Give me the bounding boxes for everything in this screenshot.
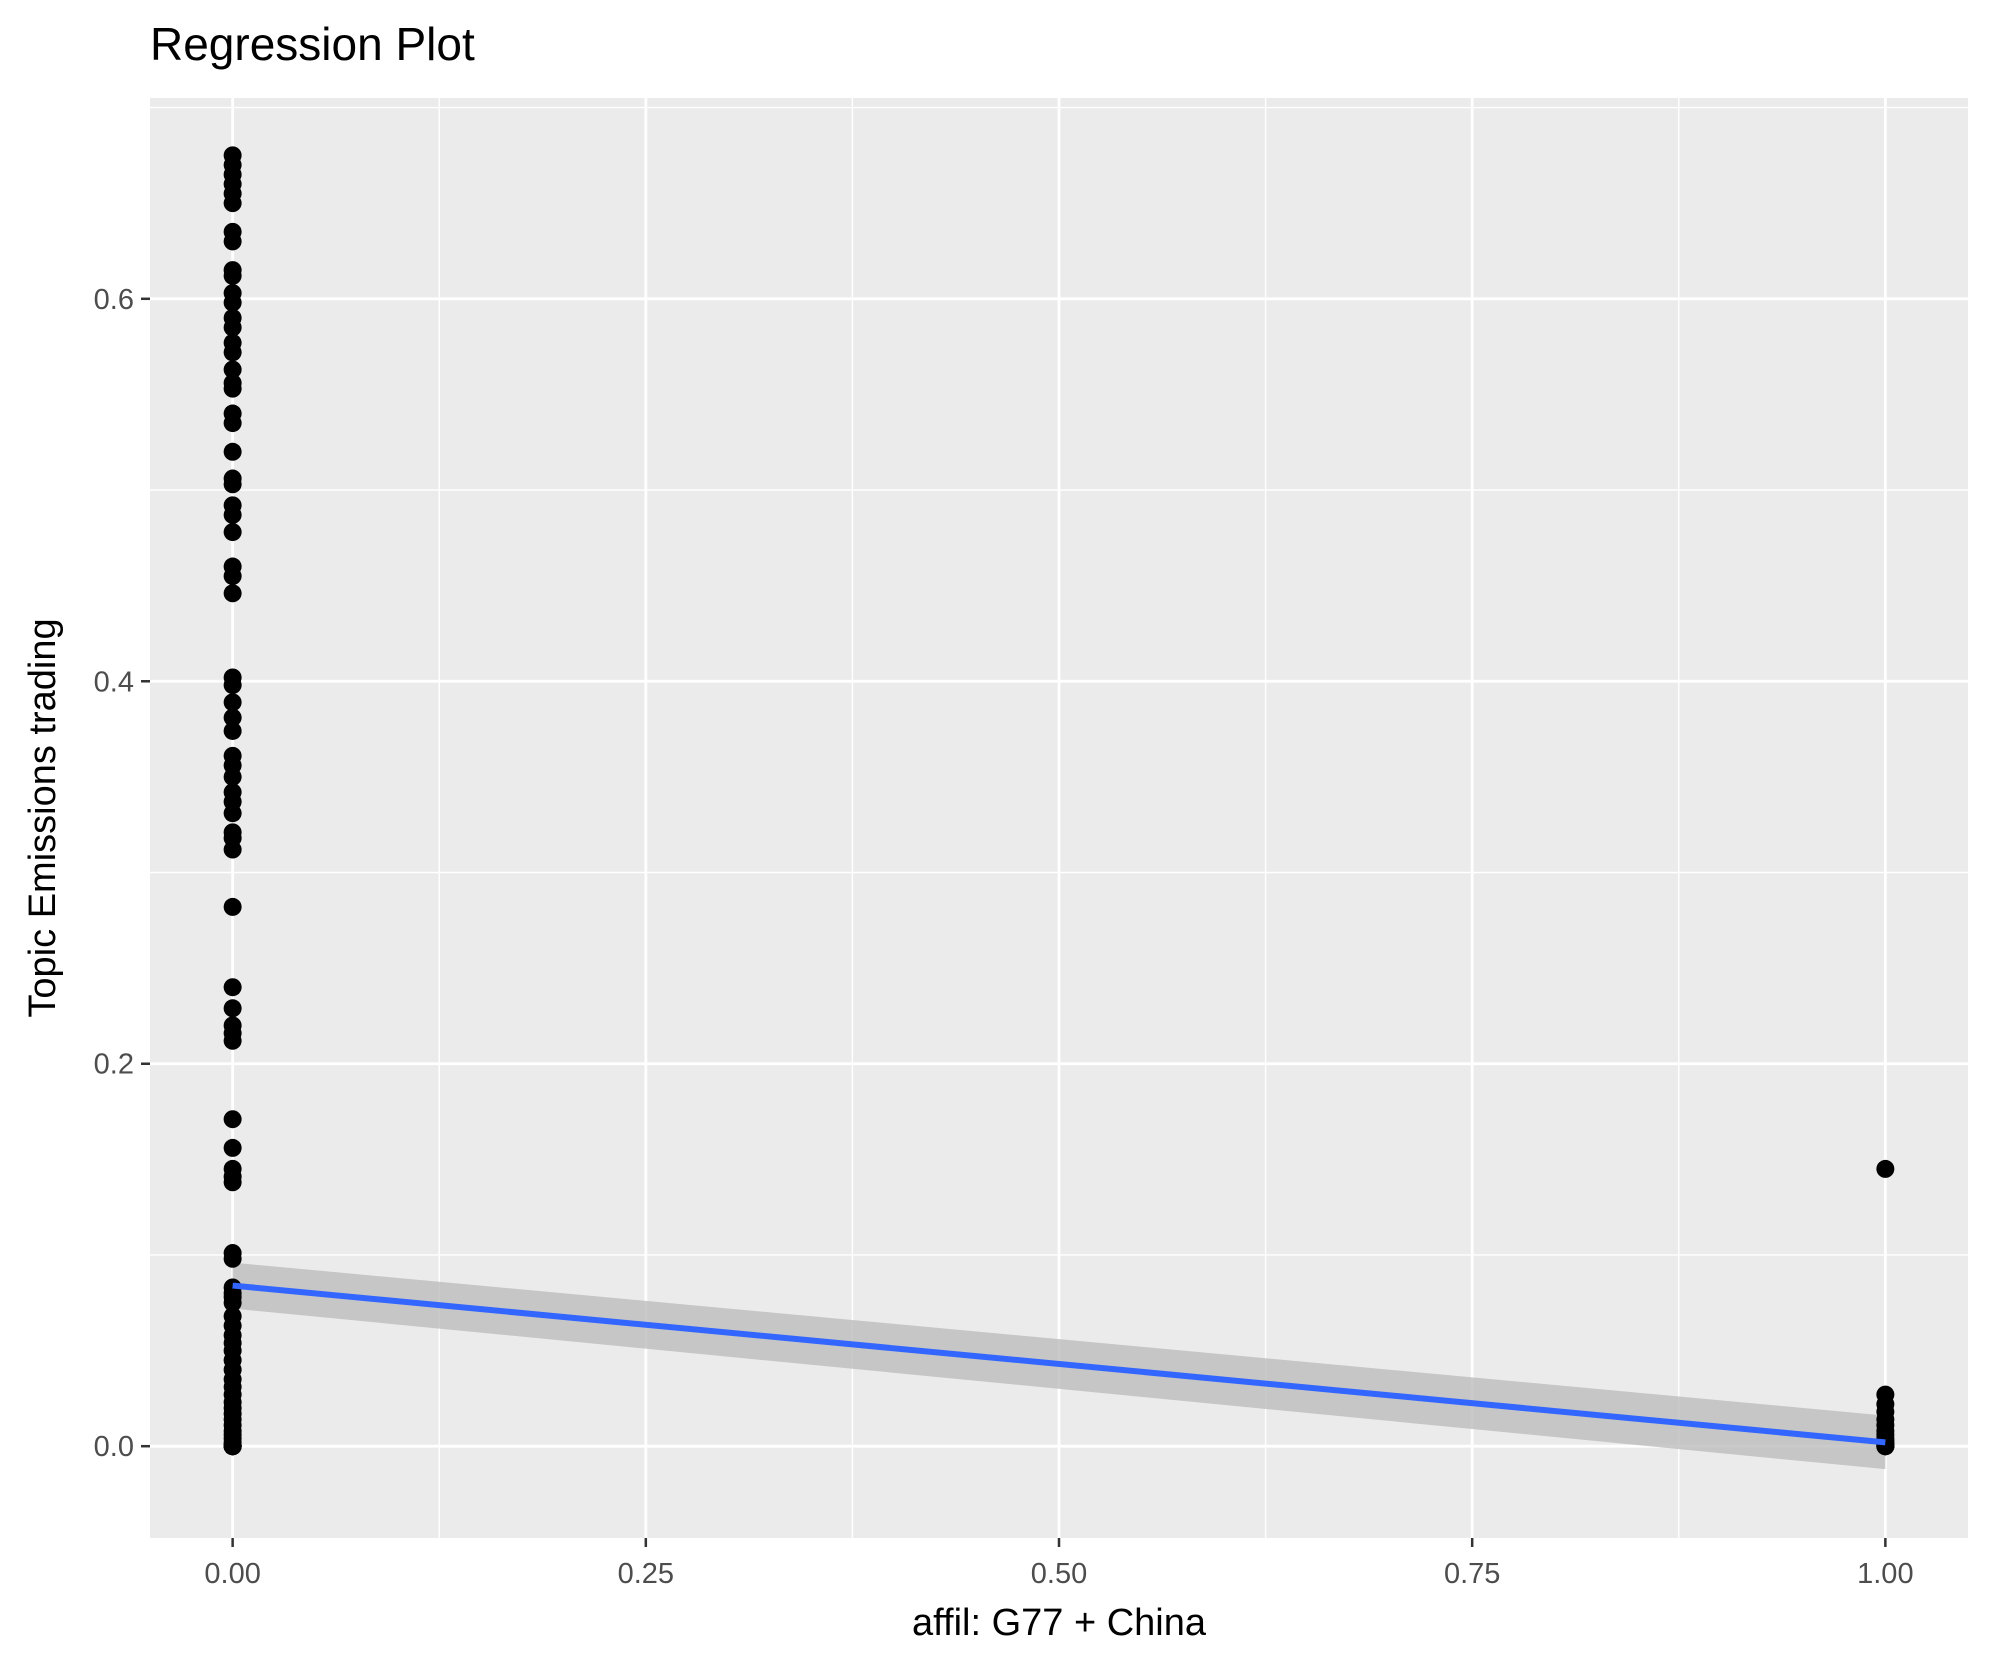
x-axis-title: affil: G77 + China [912, 1602, 1207, 1644]
y-axis-title: Topic Emissions trading [22, 618, 64, 1017]
x-tick-label: 1.00 [1857, 1558, 1913, 1590]
data-point [223, 897, 242, 916]
data-point [223, 475, 242, 494]
data-point [223, 232, 242, 251]
data-point [223, 1138, 242, 1157]
data-point [223, 1110, 242, 1129]
data-point [223, 1173, 242, 1192]
data-point [223, 1293, 242, 1312]
data-point [223, 343, 242, 362]
data-point [223, 442, 242, 461]
y-tick-label: 0.6 [94, 284, 134, 316]
data-point [223, 293, 242, 312]
y-tick-label: 0.2 [94, 1049, 134, 1081]
data-point [223, 676, 242, 695]
data-point [223, 767, 242, 786]
x-tick-label: 0.25 [618, 1558, 674, 1590]
data-point [223, 708, 242, 727]
x-tick-label: 0.00 [204, 1558, 260, 1590]
data-point [223, 804, 242, 823]
data-point [223, 567, 242, 586]
data-point [223, 999, 242, 1018]
x-tick-label: 0.50 [1031, 1558, 1087, 1590]
data-point [223, 523, 242, 542]
regression-line-layer [232, 1282, 1886, 1446]
data-point [223, 1437, 242, 1456]
y-axis-ticks: 0.0 0.2 0.4 0.6 [94, 284, 150, 1463]
x-tick-label: 0.75 [1444, 1558, 1500, 1590]
data-point [223, 505, 242, 524]
data-point [223, 978, 242, 997]
regression-line [232, 1282, 1886, 1446]
data-point [223, 194, 242, 213]
data-points-layer [223, 146, 1895, 1456]
y-tick-label: 0.4 [94, 666, 134, 698]
data-point [223, 266, 242, 285]
x-axis-ticks: 0.00 0.25 0.50 0.75 1.00 [204, 1538, 1914, 1590]
data-point [223, 318, 242, 337]
data-point [1876, 1159, 1895, 1178]
data-point [223, 360, 242, 379]
data-point [223, 1031, 242, 1050]
data-point [223, 1249, 242, 1268]
y-tick-label: 0.0 [94, 1431, 134, 1463]
data-point [223, 379, 242, 398]
data-point [223, 584, 242, 603]
chart-title: Regression Plot [150, 18, 475, 70]
data-point [223, 414, 242, 433]
data-point [223, 840, 242, 859]
data-point [223, 721, 242, 740]
data-point [223, 693, 242, 712]
